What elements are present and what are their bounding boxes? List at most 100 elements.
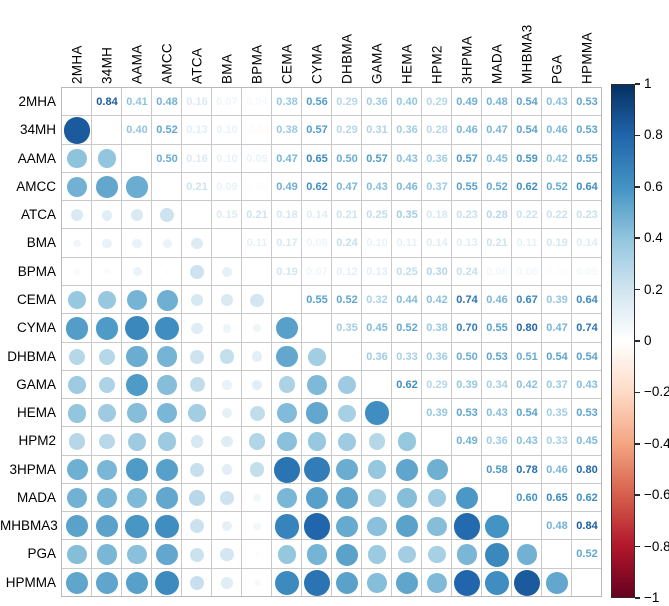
correlation-circle [155,570,179,595]
correlation-value: 0.22 [546,209,568,222]
correlation-circle [221,435,233,448]
matrix-cell [392,229,422,258]
correlation-value: 0.22 [516,209,538,222]
matrix-cell [212,116,242,145]
matrix-cell [512,285,542,315]
matrix-cell [452,427,482,456]
matrix-cell [542,229,572,258]
correlation-value: 0.14 [576,237,598,250]
matrix-cell [332,285,362,315]
correlation-value: 0.57 [456,152,478,165]
correlation-circle [68,375,86,394]
matrix-cell [512,314,542,343]
correlation-circle [253,522,261,530]
correlation-circle [102,238,112,249]
colorbar-tick [635,186,640,188]
matrix-cell [422,314,452,343]
correlation-value: 0.47 [546,322,568,335]
correlation-value: 0.11 [246,237,268,250]
correlation-circle [306,374,328,395]
matrix-cell [332,88,362,117]
matrix-cell [572,427,602,456]
correlation-circle [74,268,80,275]
correlation-circle [308,347,326,366]
correlation-circle [95,515,118,538]
row-label-HEMA: HEMA [16,405,56,421]
correlation-value: 0.80 [576,463,598,476]
matrix-cell [512,257,542,286]
matrix-cell [182,172,212,202]
matrix-cell [272,116,302,145]
colorbar-tick [635,597,640,599]
matrix-cell [302,201,332,230]
correlation-value: 0.37 [546,378,568,391]
correlation-circle [97,149,117,169]
matrix-cell [242,144,272,173]
matrix-cell [302,314,332,343]
correlation-value: 0.53 [576,96,598,108]
colorbar-tick-label: 1 [644,76,652,91]
matrix-cell [512,370,542,400]
row-label-ATCA: ATCA [20,207,56,223]
matrix-cell [302,172,332,202]
correlation-value: 0.49 [456,435,478,448]
correlation-circle [156,403,178,424]
matrix-cell [212,144,242,173]
matrix-cell [542,314,572,343]
correlation-circle [307,432,327,451]
matrix-cell [62,342,92,371]
correlation-value: 0.11 [516,237,538,250]
correlation-value: 0.55 [576,152,598,165]
matrix-cell [482,399,512,428]
matrix-cell [332,257,362,286]
correlation-value: 0.38 [276,124,298,137]
correlation-value: 0.84 [576,520,598,533]
correlation-value: 0.24 [456,265,478,278]
correlation-value: 0.62 [396,378,418,391]
matrix-cell [152,144,182,173]
matrix-cell [482,370,512,400]
correlation-value: 0.18 [426,209,448,222]
correlation-value: 0.62 [576,491,598,504]
correlation-value: 0.42 [516,378,538,391]
matrix-cell [332,342,362,371]
colorbar-tick [635,134,640,137]
correlation-value: 0.10 [216,124,238,137]
matrix-cell [272,257,302,286]
correlation-circle [222,266,232,277]
matrix-cell [512,201,542,230]
correlation-circle [156,289,178,311]
matrix-cell [512,399,542,428]
column-label-HPM2: HPM2 [429,45,445,84]
correlation-value: 0.14 [426,237,448,250]
correlation-value: 0.55 [486,322,508,335]
matrix-cell [452,370,482,400]
correlation-circle [96,176,118,198]
matrix-cell [572,229,602,258]
correlation-value: 0.25 [396,265,418,278]
correlation-value: 0.28 [426,124,448,137]
matrix-cell [542,285,572,315]
matrix-cell [272,144,302,173]
correlation-value: 0.09 [216,180,238,193]
correlation-circle [304,457,330,483]
column-label-2MHA: 2MHA [69,45,85,84]
correlation-value: 0.36 [426,152,448,165]
correlation-circle [220,548,234,562]
matrix-cell [542,201,572,230]
correlation-value: 0.25 [366,209,388,222]
matrix-cell [272,370,302,400]
correlation-value: 0.74 [456,293,478,306]
matrix-cell [452,399,482,428]
matrix-cell [332,229,362,258]
correlation-circle [73,239,81,248]
matrix-cell [512,229,542,258]
correlation-value: 0.37 [426,180,448,193]
colorbar-tick-label: −0.4 [644,435,669,451]
matrix-cell [362,144,392,173]
matrix-cell [572,455,602,484]
correlation-circle [98,404,116,423]
matrix-cell [242,201,272,230]
matrix-cell [482,427,512,456]
matrix-cell [182,370,212,400]
